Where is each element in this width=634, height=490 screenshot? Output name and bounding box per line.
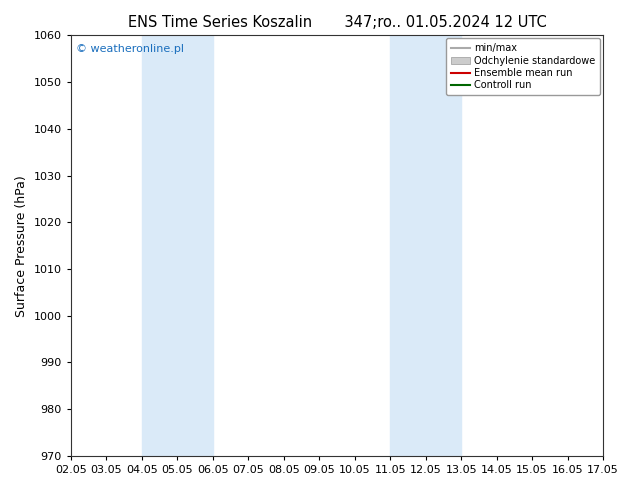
Title: ENS Time Series Koszalin       347;ro.. 01.05.2024 12 UTC: ENS Time Series Koszalin 347;ro.. 01.05.…: [127, 15, 547, 30]
Y-axis label: Surface Pressure (hPa): Surface Pressure (hPa): [15, 175, 28, 317]
Text: © weatheronline.pl: © weatheronline.pl: [76, 44, 184, 54]
Legend: min/max, Odchylenie standardowe, Ensemble mean run, Controll run: min/max, Odchylenie standardowe, Ensembl…: [446, 38, 600, 95]
Bar: [390, 35, 461, 456]
Bar: [141, 35, 212, 456]
